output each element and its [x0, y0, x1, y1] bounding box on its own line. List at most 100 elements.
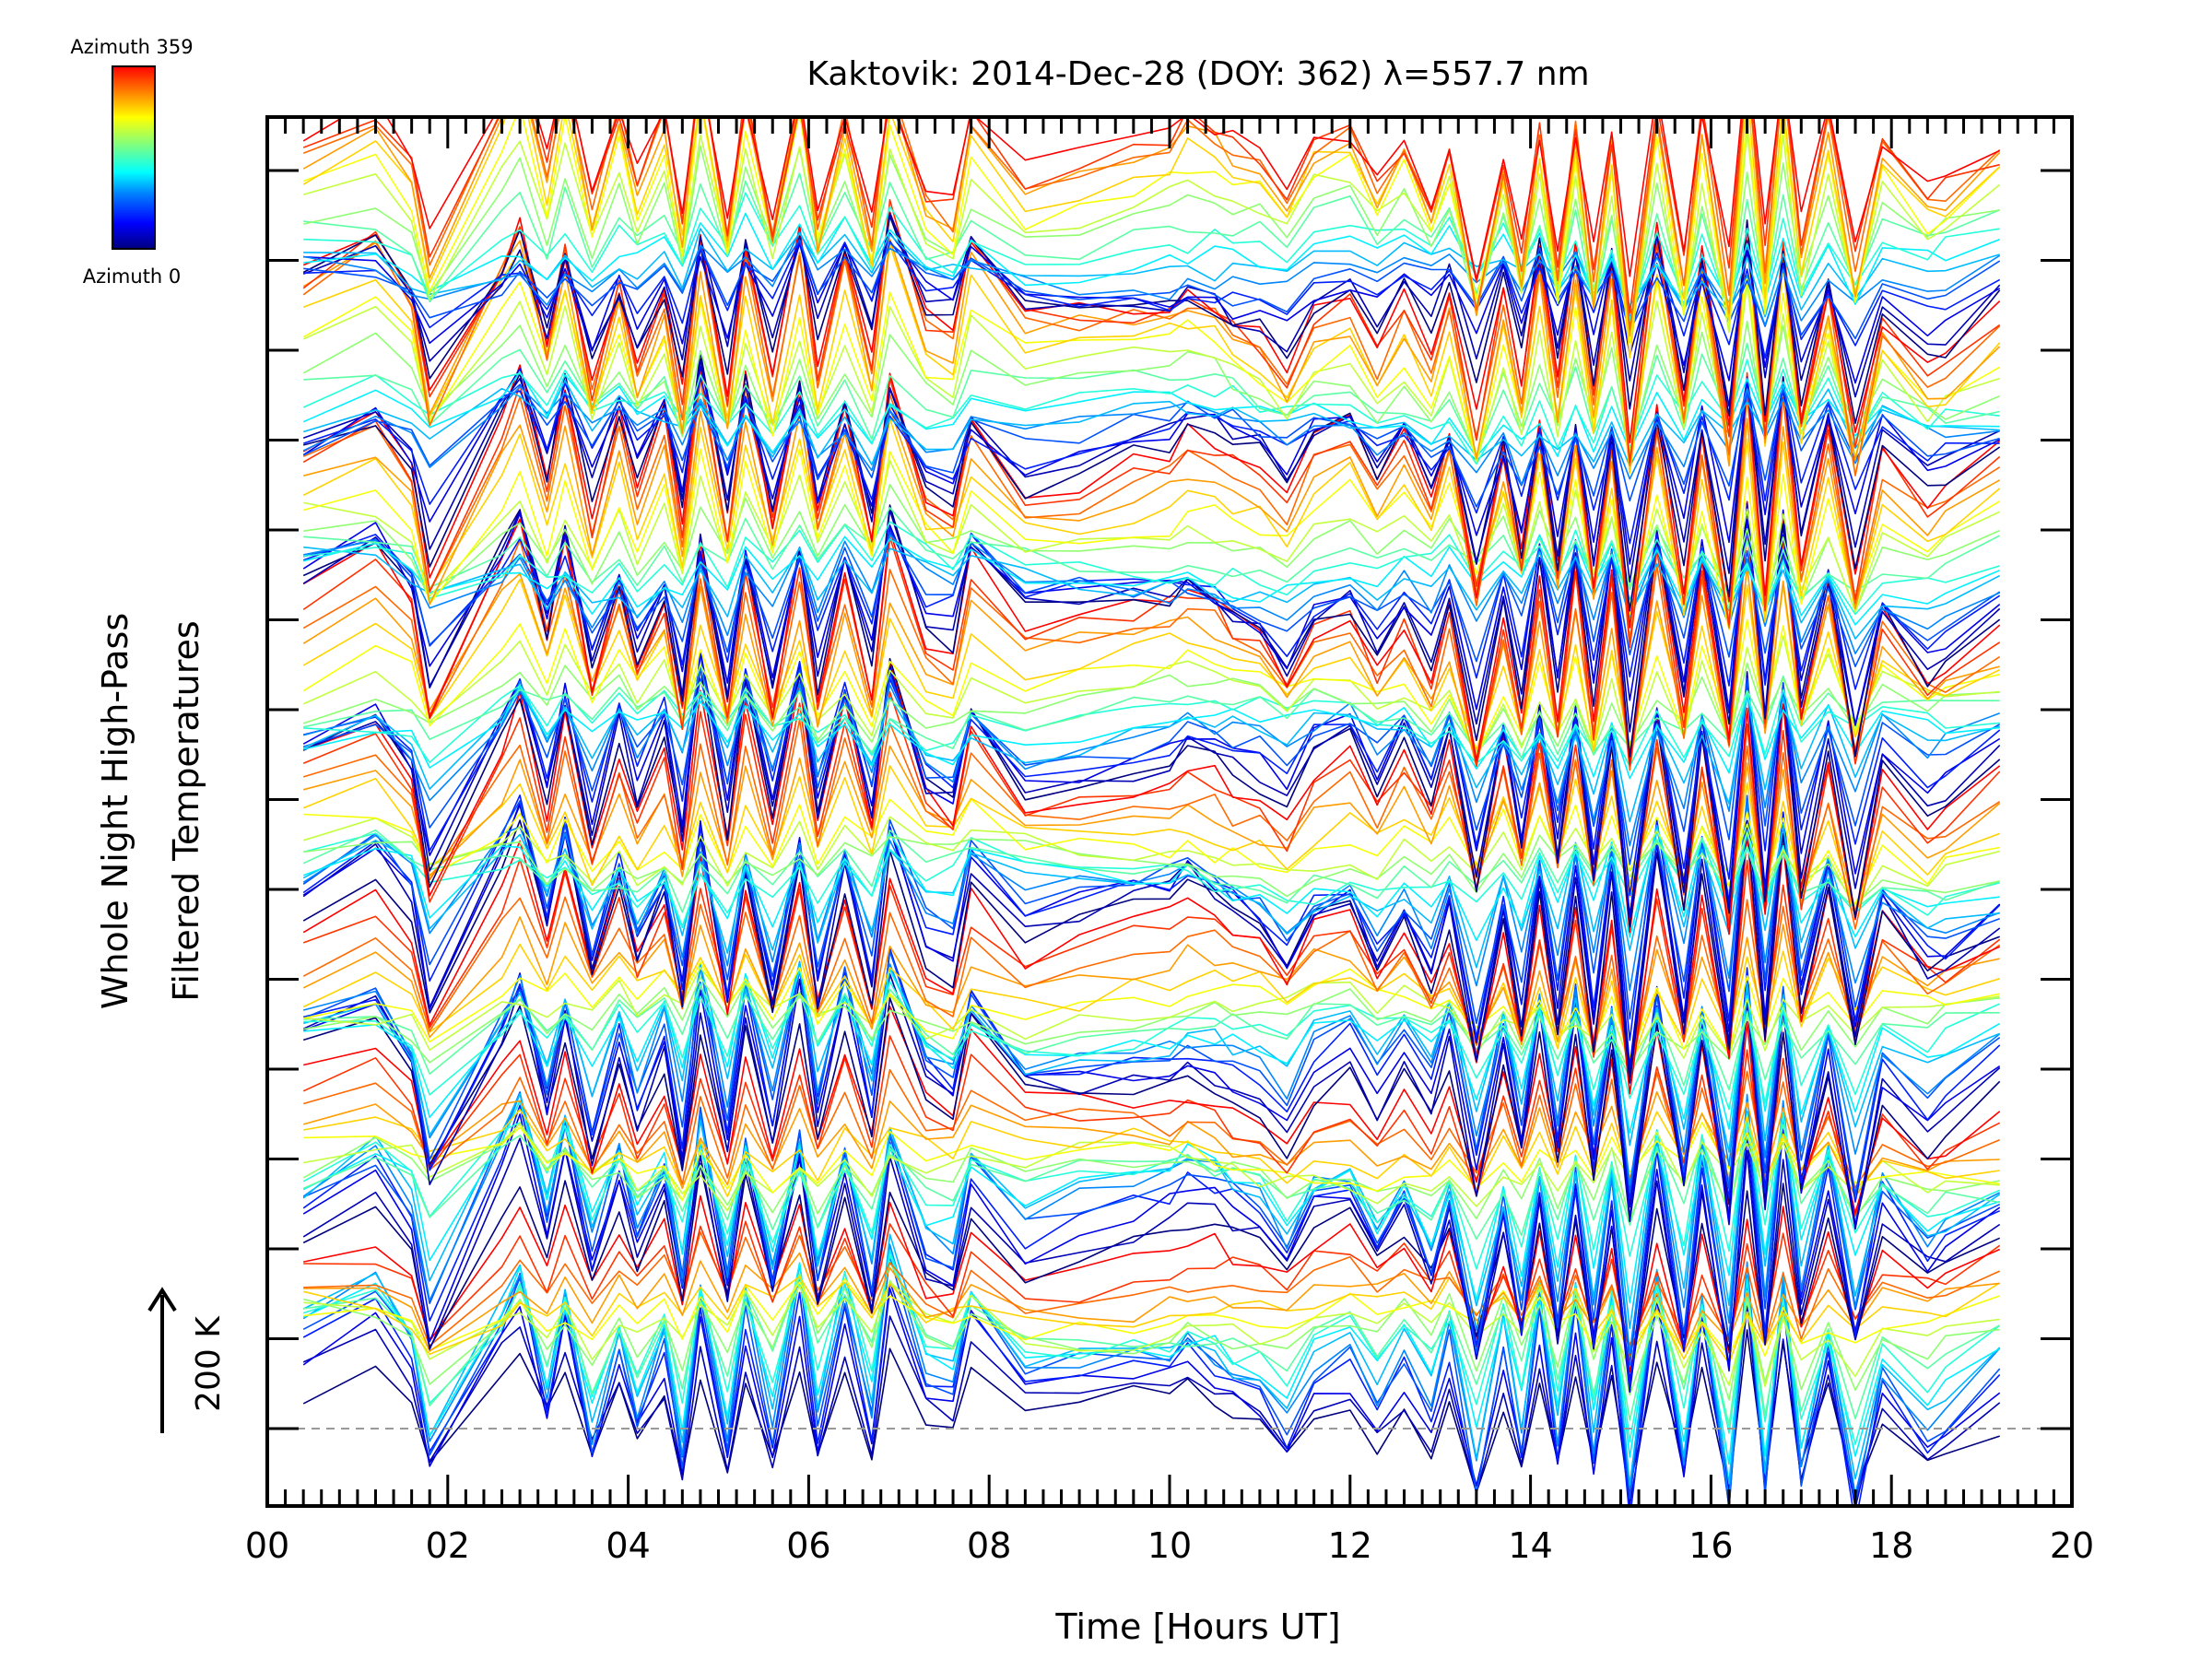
series-line — [303, 968, 2001, 1134]
scale-indicator: 200 K — [147, 1287, 228, 1433]
x-tick-label: 18 — [1869, 1525, 1913, 1566]
colorbar: Azimuth 359 Azimuth 0 — [70, 36, 193, 288]
series-line — [303, 976, 2000, 1074]
series-line — [302, 281, 2000, 464]
series-line — [303, 961, 2000, 1059]
series-line — [302, 117, 2001, 280]
series-line — [303, 531, 2001, 668]
series-line — [303, 1261, 2001, 1427]
x-tick-label: 14 — [1508, 1525, 1552, 1566]
series-line — [302, 943, 2000, 1070]
series-line — [303, 534, 2001, 655]
series-line — [302, 1243, 2001, 1501]
series-line — [303, 1123, 2000, 1212]
series-line — [303, 240, 2001, 359]
series-line — [302, 383, 2000, 508]
series-line — [303, 947, 2001, 1203]
series-line — [303, 1273, 2000, 1401]
series-line — [302, 668, 2001, 865]
series-line — [302, 1329, 2000, 1495]
series-line — [302, 1113, 2001, 1270]
x-tick-label: 20 — [2050, 1525, 2094, 1566]
series-line — [302, 222, 2001, 467]
x-tick-label: 16 — [1688, 1525, 1733, 1566]
series-line — [302, 796, 2001, 1077]
series-line — [302, 688, 2000, 823]
series-line — [302, 823, 2000, 969]
series-line — [302, 199, 2001, 464]
scale-label: 200 K — [190, 1315, 228, 1412]
series-line — [302, 385, 2000, 486]
series-line — [302, 1233, 2001, 1486]
series-line — [302, 212, 2001, 477]
series-line — [302, 1113, 2001, 1382]
series-line — [303, 830, 2000, 906]
series-line — [303, 546, 2001, 640]
x-axis-label: Time [Hours UT] — [1054, 1606, 1340, 1647]
series-line — [303, 1277, 2000, 1357]
series-line — [303, 685, 2000, 768]
series-line — [302, 635, 2000, 758]
series-line — [302, 359, 2001, 583]
series-line — [302, 379, 2001, 641]
series-line — [302, 117, 2001, 337]
x-tick-label: 12 — [1328, 1525, 1372, 1566]
series-line — [303, 1252, 2000, 1354]
series-layer — [302, 117, 2001, 1506]
series-line — [302, 950, 2001, 1195]
series-line — [302, 800, 2000, 992]
scale-arrow-head — [147, 1287, 177, 1312]
series-line — [303, 239, 2001, 340]
colorbar-gradient — [112, 65, 156, 250]
x-tick-label: 10 — [1147, 1525, 1192, 1566]
series-line — [303, 984, 2000, 1091]
x-tick-label: 02 — [426, 1525, 470, 1566]
axis-ticks — [265, 117, 2074, 1506]
colorbar-bottom-label: Azimuth 0 — [83, 265, 182, 288]
series-line — [302, 832, 2000, 927]
series-line — [302, 350, 2001, 612]
series-line — [302, 117, 2000, 314]
series-line — [302, 212, 2001, 407]
series-line — [302, 1254, 2001, 1445]
series-line — [303, 1276, 2001, 1364]
series-line — [302, 448, 2001, 630]
series-line — [302, 512, 2001, 726]
series-line — [302, 662, 2000, 758]
series-line — [302, 502, 2001, 758]
x-tick-label: 04 — [606, 1525, 650, 1566]
series-line — [303, 1281, 2000, 1387]
y-axis-label-line1: Whole Night High-Pass — [95, 613, 135, 1009]
chart-title: Kaktovik: 2014-Dec-28 (DOY: 362) λ=557.7… — [806, 55, 1589, 93]
colorbar-top-label: Azimuth 359 — [70, 36, 193, 58]
series-line — [303, 145, 2000, 339]
x-tick-label: 00 — [245, 1525, 289, 1566]
series-line — [302, 376, 2000, 545]
series-line — [302, 502, 2001, 733]
series-line — [302, 657, 2001, 928]
x-tick-labels: 00 02 04 06 08 10 12 14 16 18 20 — [245, 1525, 2094, 1566]
x-tick-label: 08 — [967, 1525, 1011, 1566]
series-line — [302, 117, 2001, 341]
series-line — [303, 230, 2001, 326]
series-line — [302, 117, 2001, 359]
series-line — [302, 371, 2000, 458]
series-line — [302, 961, 2000, 1153]
series-line — [302, 829, 2000, 942]
series-line — [302, 1092, 2001, 1330]
series-line — [302, 130, 2001, 344]
series-line — [303, 228, 2000, 318]
series-line — [302, 578, 2001, 753]
series-line — [302, 359, 2000, 465]
series-line — [302, 369, 2001, 649]
y-axis-label-line2: Filtered Temperatures — [166, 620, 206, 1001]
series-line — [302, 564, 2000, 767]
series-line — [302, 660, 2001, 935]
series-line — [302, 1123, 2000, 1221]
series-line — [303, 459, 2001, 617]
series-line — [303, 1220, 2001, 1355]
series-line — [302, 512, 2001, 768]
series-line — [302, 365, 2001, 565]
series-line — [302, 796, 2001, 1067]
